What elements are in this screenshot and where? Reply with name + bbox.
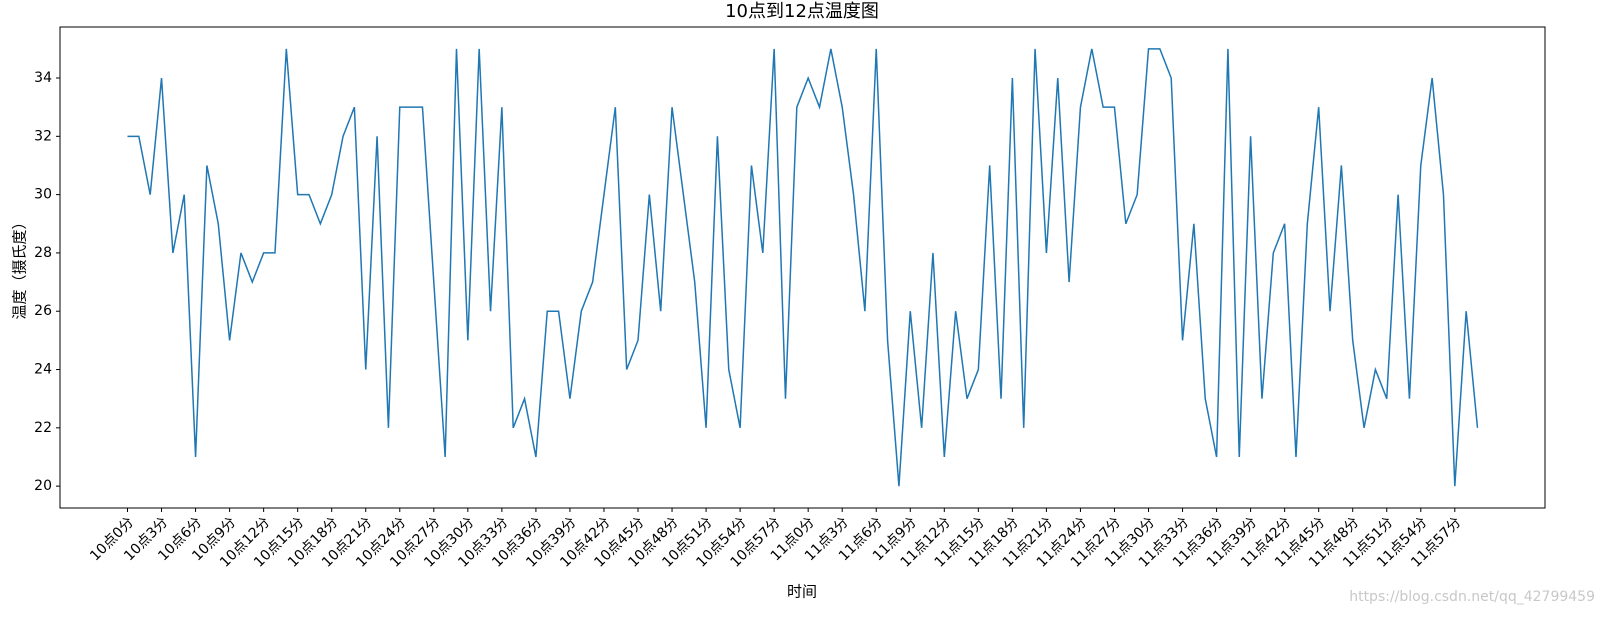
y-tick-label: 20 [34, 478, 52, 494]
x-axis-label: 时间 [787, 583, 817, 601]
y-axis-label: 温度（摄氏度） [11, 214, 29, 319]
chart-title: 10点到12点温度图 [725, 1, 879, 22]
y-tick-label: 24 [34, 362, 52, 378]
y-tick-label: 22 [34, 420, 52, 436]
watermark: https://blog.csdn.net/qq_42799459 [1349, 589, 1595, 605]
plot-frame [59, 26, 1546, 509]
y-tick-label: 26 [34, 303, 52, 319]
y-tick-label: 28 [34, 245, 52, 261]
line-series [127, 48, 1479, 487]
y-tick-label: 32 [34, 128, 52, 144]
y-tick-label: 30 [34, 187, 52, 203]
y-tick-label: 34 [34, 70, 52, 86]
